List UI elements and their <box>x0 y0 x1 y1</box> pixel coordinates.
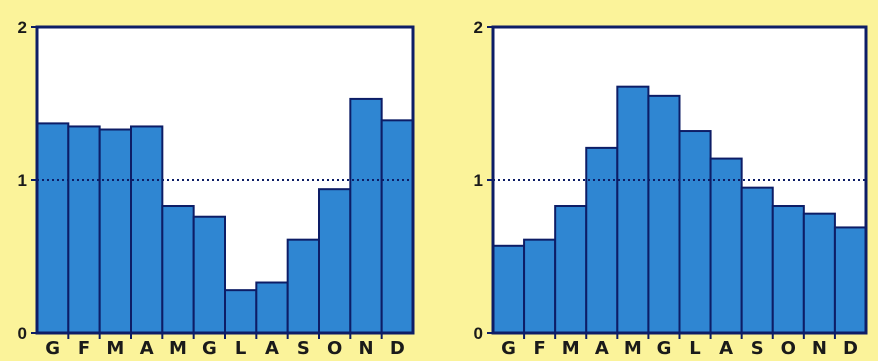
y-tick-label: 0 <box>18 324 27 343</box>
bar-6 <box>647 94 681 334</box>
x-category-label: L <box>235 338 246 359</box>
x-category-label: F <box>78 338 90 359</box>
x-category-label: N <box>812 338 827 359</box>
x-category-label: M <box>624 338 642 359</box>
bar-7 <box>224 289 258 335</box>
bar-4 <box>585 146 619 334</box>
bar-12 <box>833 226 867 334</box>
x-category-label: A <box>140 338 154 359</box>
bar-12 <box>380 119 415 334</box>
x-category-label: G <box>202 338 217 359</box>
bar-8 <box>255 281 289 335</box>
bar-9 <box>740 186 774 334</box>
bar-2 <box>67 125 101 334</box>
bar-1 <box>36 122 70 334</box>
x-category-label: F <box>533 338 545 359</box>
bar-11 <box>349 97 383 334</box>
x-category-label: M <box>169 338 187 359</box>
y-tick-label: 0 <box>474 324 483 343</box>
y-tick-label: 2 <box>474 18 483 37</box>
bar-7 <box>678 130 712 334</box>
bar-3 <box>554 205 588 334</box>
x-category-label: G <box>501 338 516 359</box>
bar-5 <box>161 205 195 334</box>
bar-8 <box>709 157 743 334</box>
x-category-label: S <box>297 338 310 359</box>
x-category-label: A <box>719 338 733 359</box>
x-category-label: O <box>781 338 796 359</box>
bar-4 <box>130 125 164 334</box>
y-tick-label: 1 <box>18 171 27 190</box>
x-category-label: D <box>843 338 858 359</box>
bar-5 <box>616 85 650 334</box>
bar-10 <box>318 188 352 334</box>
bar-2 <box>523 238 557 334</box>
bar-1 <box>492 244 526 334</box>
bar-10 <box>771 205 805 334</box>
bar-3 <box>98 128 132 334</box>
y-tick-label: 1 <box>474 171 483 190</box>
x-category-label: O <box>327 338 342 359</box>
x-category-label: D <box>390 338 405 359</box>
x-category-label: G <box>657 338 672 359</box>
x-category-label: M <box>562 338 580 359</box>
bar-11 <box>802 212 836 334</box>
y-tick-label: 2 <box>18 18 27 37</box>
x-category-label: A <box>265 338 279 359</box>
x-category-label: N <box>358 338 373 359</box>
x-category-label: L <box>689 338 700 359</box>
x-category-label: G <box>45 338 60 359</box>
x-category-label: M <box>106 338 124 359</box>
x-category-label: A <box>595 338 609 359</box>
bar-6 <box>192 215 226 334</box>
x-category-label: S <box>751 338 764 359</box>
bar-9 <box>286 238 321 334</box>
